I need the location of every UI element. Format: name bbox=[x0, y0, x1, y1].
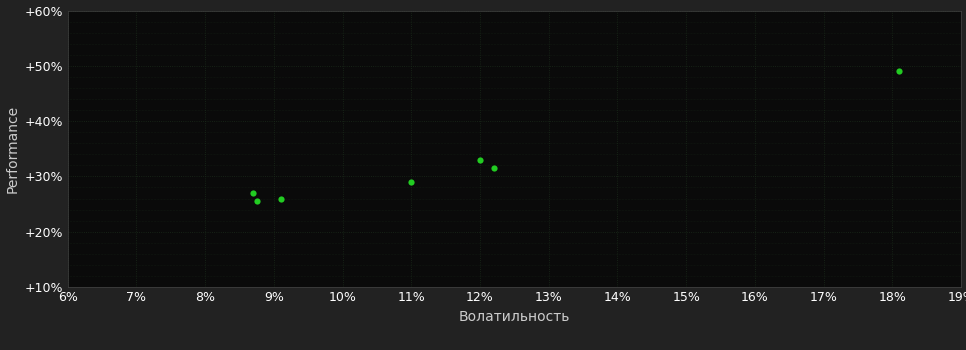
Y-axis label: Performance: Performance bbox=[5, 105, 19, 193]
Point bbox=[486, 165, 501, 171]
Point bbox=[472, 157, 488, 163]
Point bbox=[892, 69, 907, 74]
Point bbox=[273, 196, 289, 201]
X-axis label: Волатильность: Волатильность bbox=[459, 310, 570, 324]
Point bbox=[245, 190, 261, 196]
Point bbox=[249, 198, 265, 204]
Point bbox=[404, 179, 419, 185]
